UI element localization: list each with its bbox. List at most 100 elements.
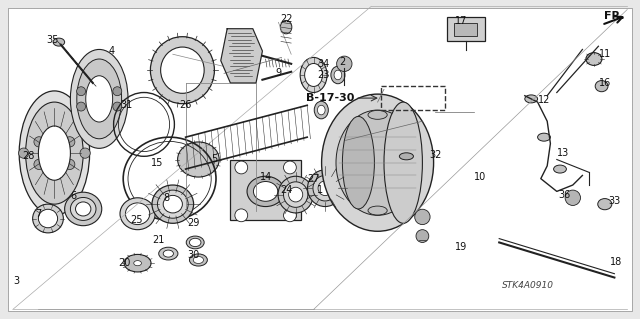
Ellipse shape bbox=[247, 176, 284, 207]
Ellipse shape bbox=[53, 38, 65, 46]
Text: 21: 21 bbox=[152, 235, 165, 245]
Circle shape bbox=[284, 209, 296, 222]
Text: 31: 31 bbox=[120, 100, 133, 110]
Ellipse shape bbox=[368, 110, 387, 119]
Circle shape bbox=[65, 137, 75, 147]
Bar bbox=[447, 17, 485, 41]
Text: 23: 23 bbox=[317, 70, 330, 80]
Ellipse shape bbox=[278, 176, 314, 213]
Ellipse shape bbox=[399, 153, 413, 160]
Text: 20: 20 bbox=[118, 257, 131, 268]
Circle shape bbox=[34, 159, 44, 169]
Text: 14: 14 bbox=[259, 172, 272, 182]
Text: 3: 3 bbox=[13, 276, 19, 286]
Ellipse shape bbox=[300, 57, 327, 93]
Text: 33: 33 bbox=[608, 196, 621, 206]
Text: 30: 30 bbox=[188, 250, 200, 260]
Ellipse shape bbox=[314, 101, 328, 119]
Ellipse shape bbox=[157, 190, 188, 218]
Text: 10: 10 bbox=[474, 172, 486, 182]
Ellipse shape bbox=[163, 195, 182, 213]
Ellipse shape bbox=[163, 250, 173, 257]
Ellipse shape bbox=[161, 47, 204, 93]
Circle shape bbox=[416, 230, 429, 242]
Text: 15: 15 bbox=[150, 158, 163, 168]
Ellipse shape bbox=[76, 202, 91, 216]
Ellipse shape bbox=[284, 182, 308, 207]
Ellipse shape bbox=[336, 110, 419, 215]
Text: 24: 24 bbox=[280, 185, 293, 195]
Text: 7: 7 bbox=[35, 209, 42, 219]
Text: 34: 34 bbox=[317, 59, 330, 69]
Circle shape bbox=[565, 190, 580, 205]
Text: 18: 18 bbox=[609, 256, 622, 267]
Ellipse shape bbox=[186, 236, 204, 249]
Ellipse shape bbox=[307, 170, 343, 207]
Text: 6: 6 bbox=[70, 191, 77, 201]
Circle shape bbox=[19, 148, 29, 158]
Text: FR.: FR. bbox=[604, 11, 625, 21]
Text: 29: 29 bbox=[188, 218, 200, 228]
Text: 27: 27 bbox=[307, 174, 320, 184]
Ellipse shape bbox=[70, 197, 96, 220]
Text: 4: 4 bbox=[109, 46, 115, 56]
Text: 1: 1 bbox=[317, 185, 323, 195]
Ellipse shape bbox=[554, 165, 566, 173]
Ellipse shape bbox=[125, 203, 150, 225]
Ellipse shape bbox=[342, 116, 374, 209]
Text: 2: 2 bbox=[339, 57, 346, 67]
Circle shape bbox=[113, 102, 122, 111]
Text: 5: 5 bbox=[211, 154, 218, 165]
Ellipse shape bbox=[318, 181, 332, 196]
Ellipse shape bbox=[19, 91, 90, 215]
Ellipse shape bbox=[189, 238, 201, 247]
Ellipse shape bbox=[65, 192, 102, 226]
Text: 28: 28 bbox=[22, 151, 35, 161]
Text: 11: 11 bbox=[598, 49, 611, 59]
Circle shape bbox=[77, 102, 86, 111]
Ellipse shape bbox=[598, 198, 612, 210]
Text: 22: 22 bbox=[280, 14, 293, 24]
Text: 9: 9 bbox=[275, 68, 282, 78]
Ellipse shape bbox=[331, 66, 345, 84]
Ellipse shape bbox=[289, 187, 303, 202]
Text: 32: 32 bbox=[429, 150, 442, 160]
Text: 26: 26 bbox=[179, 100, 192, 110]
Circle shape bbox=[77, 87, 86, 96]
Text: 36: 36 bbox=[558, 189, 571, 200]
Text: STK4A0910: STK4A0910 bbox=[502, 281, 554, 290]
Circle shape bbox=[284, 161, 296, 174]
Ellipse shape bbox=[26, 102, 83, 204]
Ellipse shape bbox=[525, 95, 538, 103]
Circle shape bbox=[80, 148, 90, 158]
Ellipse shape bbox=[280, 20, 292, 34]
Text: B-17-30: B-17-30 bbox=[305, 93, 354, 103]
Circle shape bbox=[235, 209, 248, 222]
Bar bbox=[230, 160, 301, 220]
Ellipse shape bbox=[305, 63, 323, 86]
Ellipse shape bbox=[33, 204, 63, 233]
Ellipse shape bbox=[317, 105, 325, 115]
Ellipse shape bbox=[38, 126, 70, 180]
Text: 16: 16 bbox=[598, 78, 611, 88]
Ellipse shape bbox=[152, 185, 194, 223]
Circle shape bbox=[337, 56, 352, 71]
Ellipse shape bbox=[124, 255, 151, 272]
Ellipse shape bbox=[193, 256, 204, 263]
Ellipse shape bbox=[313, 175, 337, 201]
Ellipse shape bbox=[86, 76, 113, 122]
Text: 35: 35 bbox=[46, 35, 59, 45]
Ellipse shape bbox=[120, 198, 155, 230]
Ellipse shape bbox=[253, 182, 278, 201]
Polygon shape bbox=[221, 29, 262, 83]
Ellipse shape bbox=[77, 59, 122, 139]
Circle shape bbox=[34, 137, 44, 147]
Text: 13: 13 bbox=[557, 148, 570, 158]
Ellipse shape bbox=[150, 37, 214, 104]
Text: 17: 17 bbox=[454, 16, 467, 26]
Text: 12: 12 bbox=[538, 95, 550, 106]
Bar bbox=[381, 86, 445, 110]
Ellipse shape bbox=[368, 206, 387, 215]
Text: 25: 25 bbox=[130, 215, 143, 225]
Ellipse shape bbox=[586, 53, 602, 65]
